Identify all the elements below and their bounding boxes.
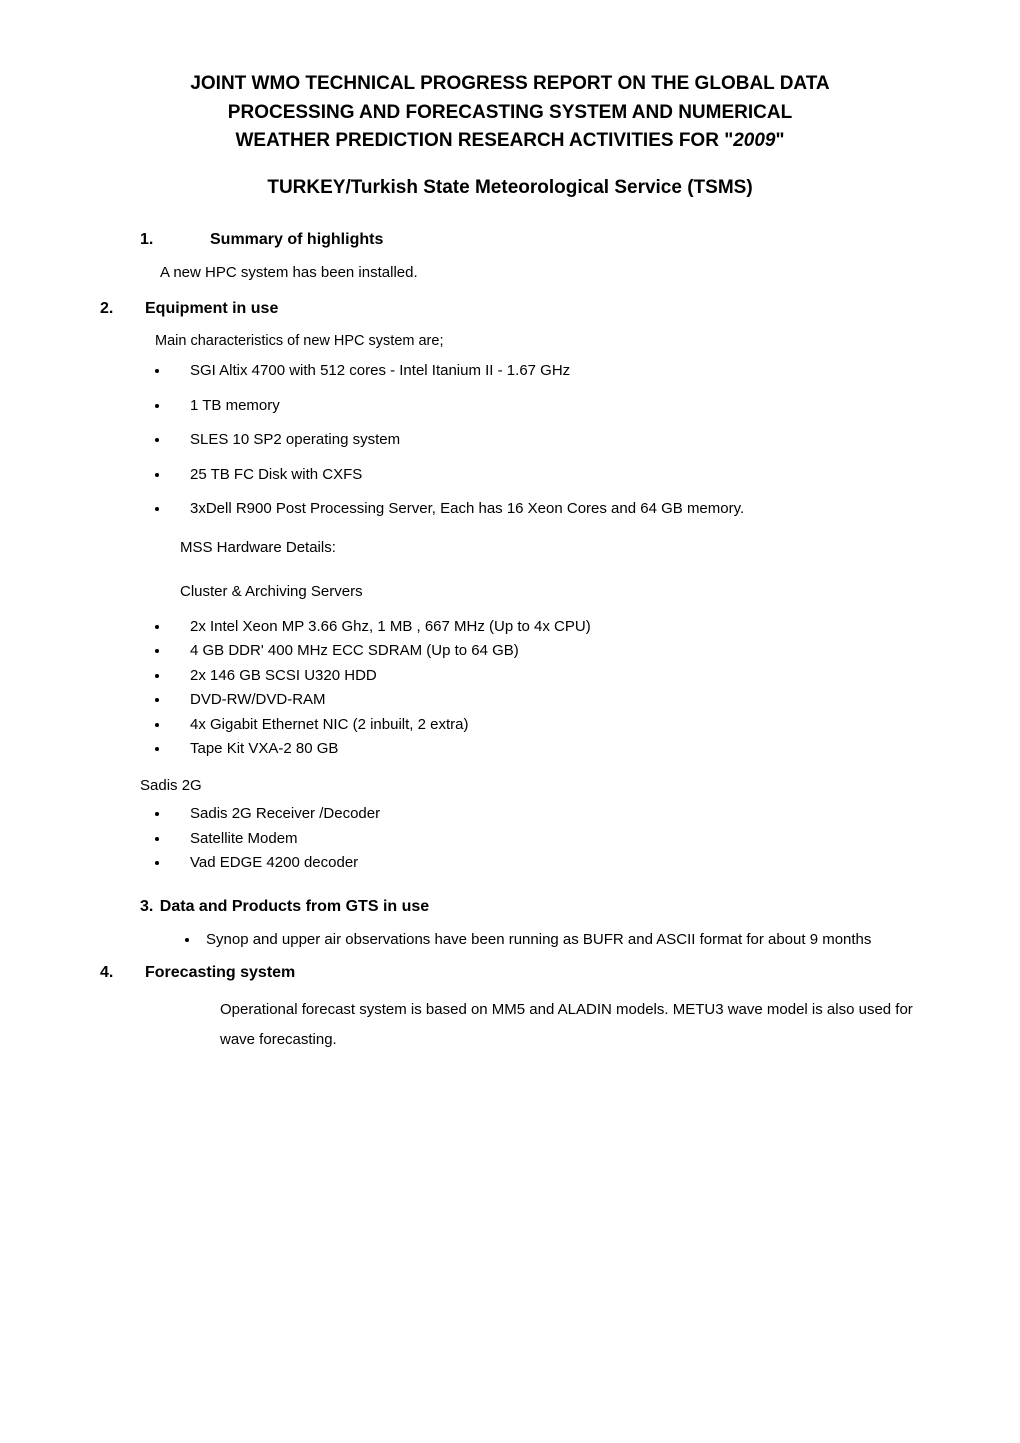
list-item: DVD-RW/DVD-RAM: [170, 689, 920, 712]
cluster-list: 2x Intel Xeon MP 3.66 Ghz, 1 MB , 667 MH…: [170, 616, 920, 761]
title-year: 2009: [733, 130, 775, 151]
report-title: JOINT WMO TECHNICAL PROGRESS REPORT ON T…: [100, 70, 920, 156]
section-1-number: 1.: [140, 228, 210, 252]
section-4-header: 4. Forecasting system: [100, 961, 920, 985]
sadis-label: Sadis 2G: [140, 775, 920, 798]
section-1-body: A new HPC system has been installed.: [160, 262, 920, 285]
section-2-number: 2.: [100, 297, 145, 321]
section-2-heading: Equipment in use: [145, 297, 278, 321]
title-line-1: JOINT WMO TECHNICAL PROGRESS REPORT ON T…: [190, 73, 829, 94]
list-item: 3xDell R900 Post Processing Server, Each…: [170, 498, 920, 521]
mss-label: MSS Hardware Details:: [180, 537, 920, 560]
list-item: Vad EDGE 4200 decoder: [170, 852, 920, 875]
hpc-list: SGI Altix 4700 with 512 cores - Intel It…: [170, 360, 920, 521]
section-3-heading: Data and Products from GTS in use: [160, 898, 429, 915]
list-item: 1 TB memory: [170, 395, 920, 418]
section-3-list: Synop and upper air observations have be…: [200, 929, 920, 952]
section-1-heading: Summary of highlights: [210, 228, 383, 252]
title-line-2: PROCESSING AND FORECASTING SYSTEM AND NU…: [228, 102, 792, 123]
list-item: Tape Kit VXA-2 80 GB: [170, 738, 920, 761]
section-3-number: 3.: [140, 898, 153, 915]
list-item: 4x Gigabit Ethernet NIC (2 inbuilt, 2 ex…: [170, 714, 920, 737]
list-item: 2x Intel Xeon MP 3.66 Ghz, 1 MB , 667 MH…: [170, 616, 920, 639]
section-4-body: Operational forecast system is based on …: [220, 995, 920, 1055]
list-item: 25 TB FC Disk with CXFS: [170, 464, 920, 487]
section-3-header: 3. Data and Products from GTS in use: [140, 895, 920, 919]
section-1-header: 1. Summary of highlights: [140, 228, 920, 252]
cluster-label: Cluster & Archiving Servers: [180, 581, 920, 604]
list-item: 2x 146 GB SCSI U320 HDD: [170, 665, 920, 688]
sadis-list: Sadis 2G Receiver /Decoder Satellite Mod…: [170, 803, 920, 875]
report-subtitle: TURKEY/Turkish State Meteorological Serv…: [100, 174, 920, 203]
list-item: Synop and upper air observations have be…: [200, 929, 920, 952]
list-item: SLES 10 SP2 operating system: [170, 429, 920, 452]
list-item: 4 GB DDR' 400 MHz ECC SDRAM (Up to 64 GB…: [170, 640, 920, 663]
section-4-heading: Forecasting system: [145, 961, 295, 985]
list-item: Satellite Modem: [170, 828, 920, 851]
list-item: SGI Altix 4700 with 512 cores - Intel It…: [170, 360, 920, 383]
section-2-header: 2. Equipment in use: [100, 297, 920, 321]
list-item: Sadis 2G Receiver /Decoder: [170, 803, 920, 826]
title-line-3-prefix: WEATHER PREDICTION RESEARCH ACTIVITIES F…: [235, 130, 733, 151]
title-line-3-suffix: ": [776, 130, 785, 151]
section-4-number: 4.: [100, 961, 145, 985]
section-2-intro: Main characteristics of new HPC system a…: [155, 331, 920, 353]
